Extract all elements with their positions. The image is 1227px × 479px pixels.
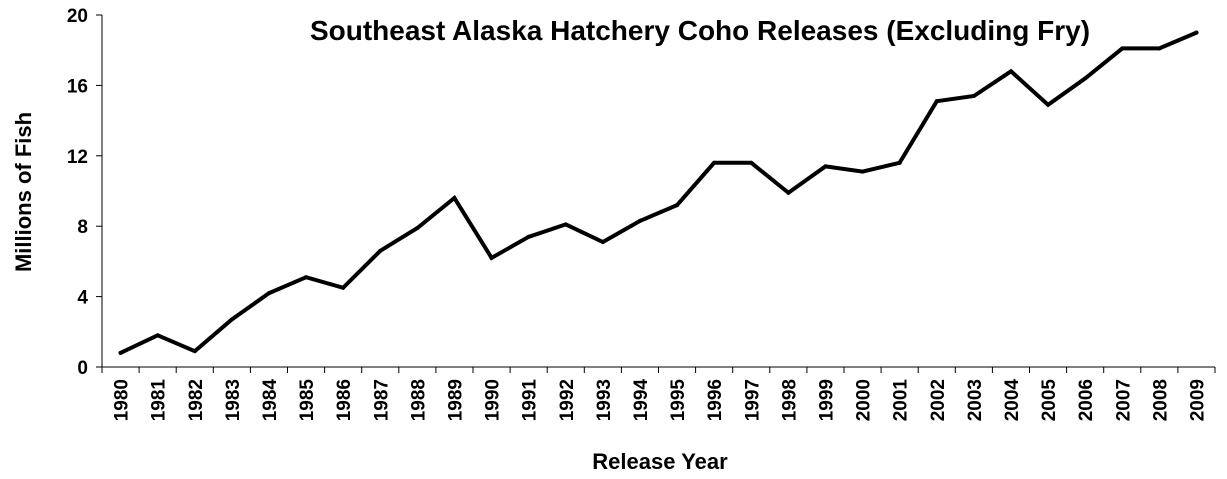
x-tick-label: 1983 <box>223 379 244 421</box>
x-tick-label: 1981 <box>149 379 170 422</box>
x-tick-label: 2007 <box>1113 379 1134 421</box>
x-tick-label: 1986 <box>334 379 355 421</box>
data-point <box>452 196 457 201</box>
x-tick-label: 2002 <box>928 379 949 421</box>
x-tick-label: 1997 <box>742 379 763 421</box>
data-point <box>600 240 605 245</box>
x-tick-label: 2003 <box>965 379 986 421</box>
data-point <box>489 255 494 260</box>
data-point <box>118 350 123 355</box>
x-tick-label: 1991 <box>520 379 541 422</box>
x-tick-label: 2008 <box>1150 379 1171 421</box>
data-point <box>266 291 271 296</box>
y-tick-label: 8 <box>77 217 88 238</box>
x-axis-label: Release Year <box>592 449 728 474</box>
data-point <box>229 317 234 322</box>
data-point <box>415 225 420 230</box>
x-tick-label: 1980 <box>112 379 133 421</box>
y-tick-label: 16 <box>67 76 88 97</box>
data-point <box>378 248 383 253</box>
data-point <box>934 99 939 104</box>
chart-title: Southeast Alaska Hatchery Coho Releases … <box>310 15 1090 46</box>
data-point <box>712 160 717 165</box>
x-tick-label: 1996 <box>705 379 726 421</box>
x-tick-label: 2005 <box>1039 379 1060 422</box>
data-point <box>192 349 197 354</box>
series-layer <box>118 30 1199 355</box>
x-axis-ticks: 1980 1981 1982 1983 1984 1985 1986 1987 1988 1989… <box>101 367 1216 422</box>
x-tick-label: 1992 <box>557 379 578 421</box>
x-tick-label: 1984 <box>260 379 281 422</box>
data-point <box>1083 76 1088 81</box>
y-tick-label: 12 <box>67 147 88 168</box>
data-point <box>897 160 902 165</box>
x-tick-label: 1987 <box>371 379 392 421</box>
x-tick-label: 2004 <box>1002 379 1023 422</box>
data-point <box>1046 102 1051 107</box>
y-tick-label: 0 <box>77 358 88 379</box>
x-tick-label: 1982 <box>186 379 207 421</box>
data-point <box>304 275 309 280</box>
x-tick-label: 2001 <box>891 379 912 422</box>
data-point <box>971 93 976 98</box>
data-point <box>860 169 865 174</box>
y-axis-ticks: 0 4 8 12 16 20 <box>67 6 102 379</box>
x-tick-label: 2000 <box>854 379 875 421</box>
data-point <box>749 160 754 165</box>
data-point <box>823 164 828 169</box>
y-axis-label: Millions of Fish <box>11 112 36 272</box>
x-tick-label: 2006 <box>1076 379 1097 421</box>
data-point <box>563 222 568 227</box>
y-tick-label: 20 <box>67 6 88 27</box>
x-tick-label: 1990 <box>483 379 504 421</box>
x-tick-label: 1999 <box>816 379 837 421</box>
series-line <box>118 30 1199 355</box>
x-tick-label: 1998 <box>779 379 800 421</box>
x-tick-label: 2009 <box>1187 379 1208 421</box>
data-point <box>675 203 680 208</box>
data-point <box>786 190 791 195</box>
y-tick-label: 4 <box>77 288 88 309</box>
data-point <box>526 234 531 239</box>
x-tick-label: 1988 <box>408 379 429 421</box>
x-tick-label: 1985 <box>297 379 318 422</box>
data-point <box>1157 46 1162 51</box>
data-point <box>155 333 160 338</box>
x-tick-label: 1993 <box>594 379 615 421</box>
data-point <box>637 218 642 223</box>
data-point <box>341 285 346 290</box>
x-tick-label: 1989 <box>445 379 466 421</box>
data-point <box>1120 46 1125 51</box>
data-point <box>1194 30 1199 35</box>
data-point <box>1008 69 1013 74</box>
x-tick-label: 1995 <box>668 379 689 422</box>
x-tick-label: 1994 <box>631 379 652 422</box>
